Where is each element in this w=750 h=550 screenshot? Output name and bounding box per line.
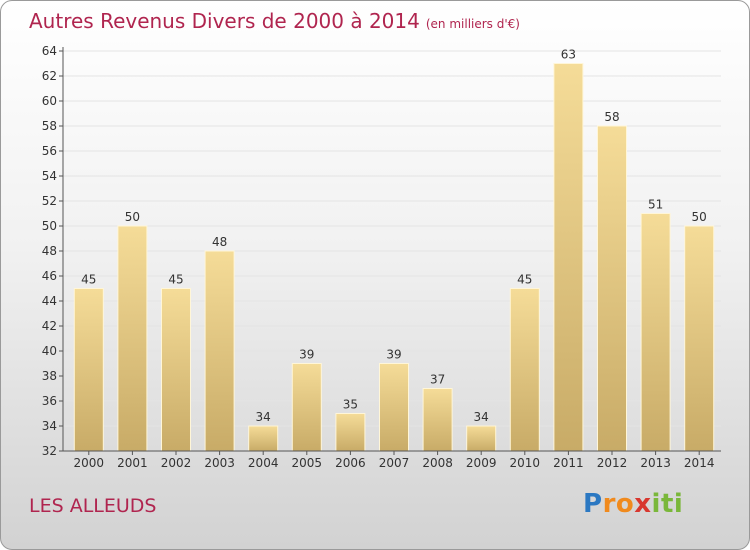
bar-value-label: 51 (648, 198, 663, 212)
x-tick-label: 2007 (379, 456, 410, 470)
y-tick-label: 56 (42, 144, 57, 158)
y-tick-label: 34 (42, 419, 57, 433)
bar-value-label: 45 (168, 273, 183, 287)
bar-value-label: 34 (474, 410, 489, 424)
x-tick-label: 2013 (640, 456, 671, 470)
bar (509, 288, 540, 452)
bar-value-label: 63 (561, 48, 576, 62)
y-tick-label: 58 (42, 119, 57, 133)
bar (466, 425, 497, 452)
bar-value-label: 45 (517, 273, 532, 287)
chart-title-text: Autres Revenus Divers de 2000 à 2014 (29, 9, 420, 33)
bar-value-label: 35 (343, 398, 358, 412)
bar (422, 388, 453, 452)
x-tick-label: 2005 (292, 456, 323, 470)
x-tick-label: 2000 (74, 456, 105, 470)
y-tick-label: 42 (42, 319, 57, 333)
proxiti-logo: Proxiti (583, 489, 683, 519)
y-axis: 32 34 36 38 40 42 44 46 48 50 52 54 56 58 60 62 64 (42, 44, 64, 458)
bar (335, 413, 366, 452)
bar (684, 225, 715, 452)
chart-unit-note: (en milliers d'€) (425, 17, 520, 31)
y-tick-label: 46 (42, 269, 57, 283)
y-tick-label: 62 (42, 69, 57, 83)
bar-value-label: 45 (81, 273, 96, 287)
logo-letter: t (660, 489, 674, 519)
commune-name: LES ALLEUDS (29, 495, 157, 517)
y-tick-label: 36 (42, 394, 57, 408)
x-tick-label: 2010 (510, 456, 541, 470)
logo-letter: i (673, 489, 684, 519)
y-tick-label: 38 (42, 369, 57, 383)
bar-value-label: 50 (692, 210, 707, 224)
bar (73, 288, 104, 452)
bar-value-label: 50 (125, 210, 140, 224)
chart-title: Autres Revenus Divers de 2000 à 2014 (en … (29, 9, 520, 33)
y-tick-label: 44 (42, 294, 57, 308)
x-tick-label: 2006 (335, 456, 366, 470)
y-tick-label: 40 (42, 344, 57, 358)
logo-letter: i (651, 489, 661, 519)
bar (379, 363, 409, 452)
bar (248, 425, 279, 452)
x-tick-label: 2009 (466, 456, 497, 470)
bar (204, 250, 235, 452)
bar-value-label: 34 (256, 410, 271, 424)
y-tick-label: 32 (42, 444, 57, 458)
y-tick-label: 48 (42, 244, 57, 258)
x-tick-label: 2008 (422, 456, 453, 470)
logo-letter: P (583, 489, 603, 519)
logo-letter: o (615, 489, 635, 519)
bar-value-label: 58 (604, 110, 619, 124)
x-tick-label: 2014 (684, 456, 715, 470)
bar (161, 288, 191, 452)
x-tick-label: 2002 (161, 456, 192, 470)
x-tick-label: 2004 (248, 456, 279, 470)
bar (640, 213, 671, 452)
y-tick-label: 52 (42, 194, 57, 208)
bar (291, 363, 322, 452)
y-tick-label: 64 (42, 44, 57, 58)
bar-value-label: 48 (212, 235, 227, 249)
bar (117, 225, 148, 452)
bar (597, 125, 627, 452)
x-tick-label: 2001 (117, 456, 148, 470)
y-tick-label: 54 (42, 169, 57, 183)
bars: 45 50 45 48 34 39 35 39 37 34 45 63 58 51 50 (73, 48, 715, 452)
x-tick-label: 2012 (597, 456, 628, 470)
x-tick-label: 2011 (553, 456, 584, 470)
bar-value-label: 37 (430, 373, 445, 387)
y-tick-label: 50 (42, 219, 57, 233)
logo-letter: x (634, 489, 652, 519)
bar-value-label: 39 (299, 348, 314, 362)
bar-value-label: 39 (386, 348, 401, 362)
y-tick-label: 60 (42, 94, 57, 108)
x-tick-label: 2003 (204, 456, 235, 470)
bar (553, 63, 584, 452)
x-axis: 2000 2001 2002 2003 2004 2005 2006 2007 2008 2009… (63, 450, 721, 470)
logo-letter: r (602, 489, 616, 519)
